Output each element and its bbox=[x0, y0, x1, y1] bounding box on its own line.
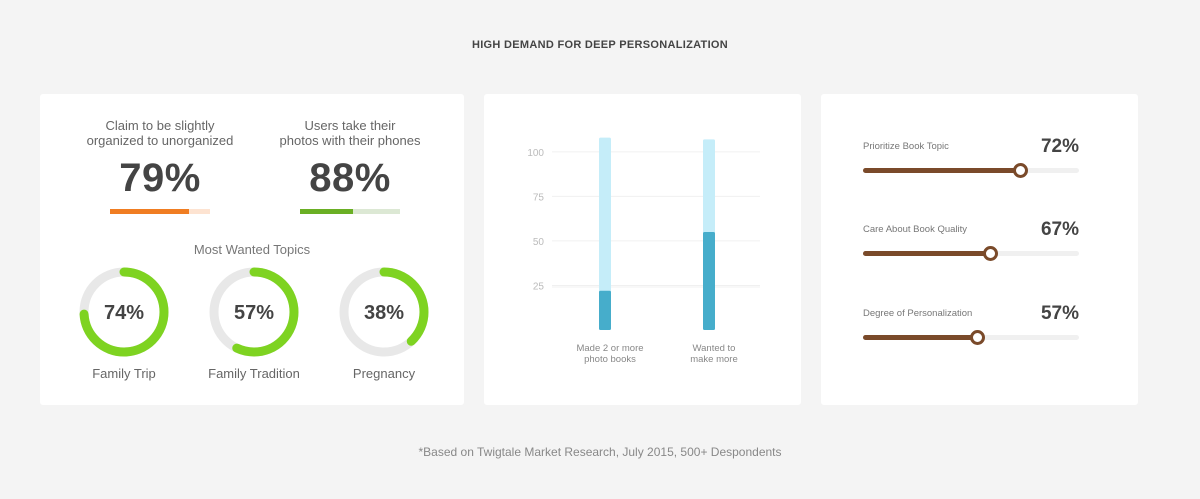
stat-label-line: organized to unorganized bbox=[86, 133, 234, 148]
donut-pregnancy: 38% Pregnancy bbox=[324, 264, 444, 381]
slider-value: 57% bbox=[1040, 303, 1079, 324]
slider-label: Degree of Personalization bbox=[863, 308, 973, 319]
y-tick-label: 25 bbox=[533, 281, 545, 292]
bar-chart-card: 25 50 75 100 Made 2 or more photo books Wanted… bbox=[484, 94, 801, 405]
donut-value: 74% bbox=[104, 302, 144, 324]
stat-progress-bar bbox=[300, 209, 400, 214]
y-tick-label: 50 bbox=[533, 237, 545, 248]
stat-progress-fill bbox=[110, 209, 189, 214]
stat-label-line: Users take their bbox=[304, 118, 396, 133]
donut-family-trip: 74% Family Trip bbox=[64, 264, 184, 381]
stat-progress-bar bbox=[110, 209, 210, 214]
topics-title: Most Wanted Topics bbox=[193, 242, 311, 257]
stat-organized: Claim to be slightly organized to unorga… bbox=[60, 118, 260, 214]
donut-label: Family Trip bbox=[92, 366, 156, 381]
slider-fill bbox=[863, 335, 978, 340]
slider-knob bbox=[969, 330, 985, 345]
donut-arc bbox=[79, 267, 169, 357]
x-category-label: Made 2 or more bbox=[576, 343, 643, 354]
stat-phone-photos: Users take their photos with their phone… bbox=[250, 118, 450, 214]
y-tick-label: 75 bbox=[533, 192, 545, 203]
slider-fill bbox=[863, 251, 991, 256]
stats-card: Claim to be slightly organized to unorga… bbox=[40, 94, 464, 405]
stat-label-line: photos with their phones bbox=[279, 133, 421, 148]
slider-track bbox=[863, 246, 1079, 261]
stat-progress-fill bbox=[300, 209, 353, 214]
footnote: *Based on Twigtale Market Research, July… bbox=[418, 445, 782, 459]
slider-label: Prioritize Book Topic bbox=[863, 141, 949, 152]
donut-value: 57% bbox=[234, 302, 274, 324]
x-category-label: Wanted to bbox=[693, 343, 736, 354]
y-tick-label: 100 bbox=[527, 148, 544, 159]
stat-value: 88% bbox=[309, 156, 391, 200]
donut-chart: 38% bbox=[339, 267, 429, 357]
slider-track bbox=[863, 330, 1079, 345]
x-category-label: make more bbox=[690, 354, 738, 365]
stat-label: Claim to be slightly organized to unorga… bbox=[60, 118, 260, 150]
sliders-card: Prioritize Book Topic 72% Care About Boo… bbox=[821, 94, 1138, 405]
slider-value: 67% bbox=[1040, 219, 1079, 240]
bar-background bbox=[599, 137, 611, 330]
donut-arc bbox=[339, 267, 429, 357]
donut-family-tradition: 57% Family Tradition bbox=[194, 264, 314, 381]
stat-label-line: Claim to be slightly bbox=[105, 118, 215, 133]
donut-label: Family Tradition bbox=[208, 366, 300, 381]
donut-chart: 57% bbox=[209, 267, 299, 357]
donut-value: 38% bbox=[364, 302, 404, 324]
donut-chart: 74% bbox=[79, 267, 169, 357]
page-title: HIGH DEMAND FOR DEEP PERSONALIZATION bbox=[471, 39, 729, 51]
slider-knob bbox=[1013, 163, 1029, 178]
stat-label: Users take their photos with their phone… bbox=[250, 118, 450, 150]
slider-track bbox=[863, 163, 1079, 178]
slider-label: Care About Book Quality bbox=[863, 224, 968, 235]
slider-fill bbox=[863, 168, 1021, 173]
slider-value: 72% bbox=[1040, 136, 1079, 157]
donut-arc bbox=[209, 267, 299, 357]
stat-value: 79% bbox=[119, 156, 201, 200]
donut-label: Pregnancy bbox=[352, 366, 416, 381]
x-category-label: photo books bbox=[584, 354, 636, 365]
bar-value bbox=[703, 232, 715, 330]
bar-value bbox=[599, 290, 611, 330]
slider-knob bbox=[982, 246, 998, 261]
